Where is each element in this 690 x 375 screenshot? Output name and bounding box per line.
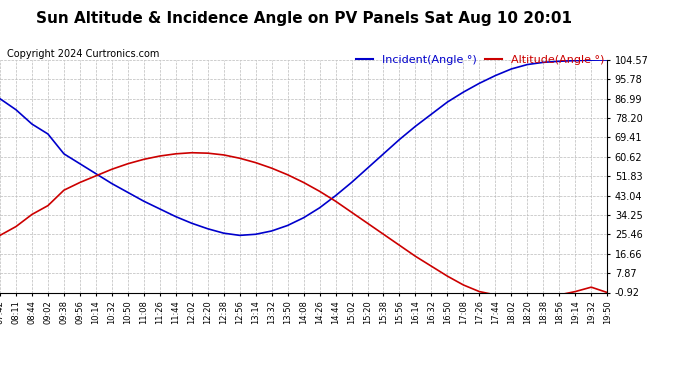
Text: Sun Altitude & Incidence Angle on PV Panels Sat Aug 10 20:01: Sun Altitude & Incidence Angle on PV Pan… [36, 11, 571, 26]
Text: Copyright 2024 Curtronics.com: Copyright 2024 Curtronics.com [7, 49, 159, 59]
Legend: Incident(Angle °), Altitude(Angle °): Incident(Angle °), Altitude(Angle °) [351, 51, 609, 69]
